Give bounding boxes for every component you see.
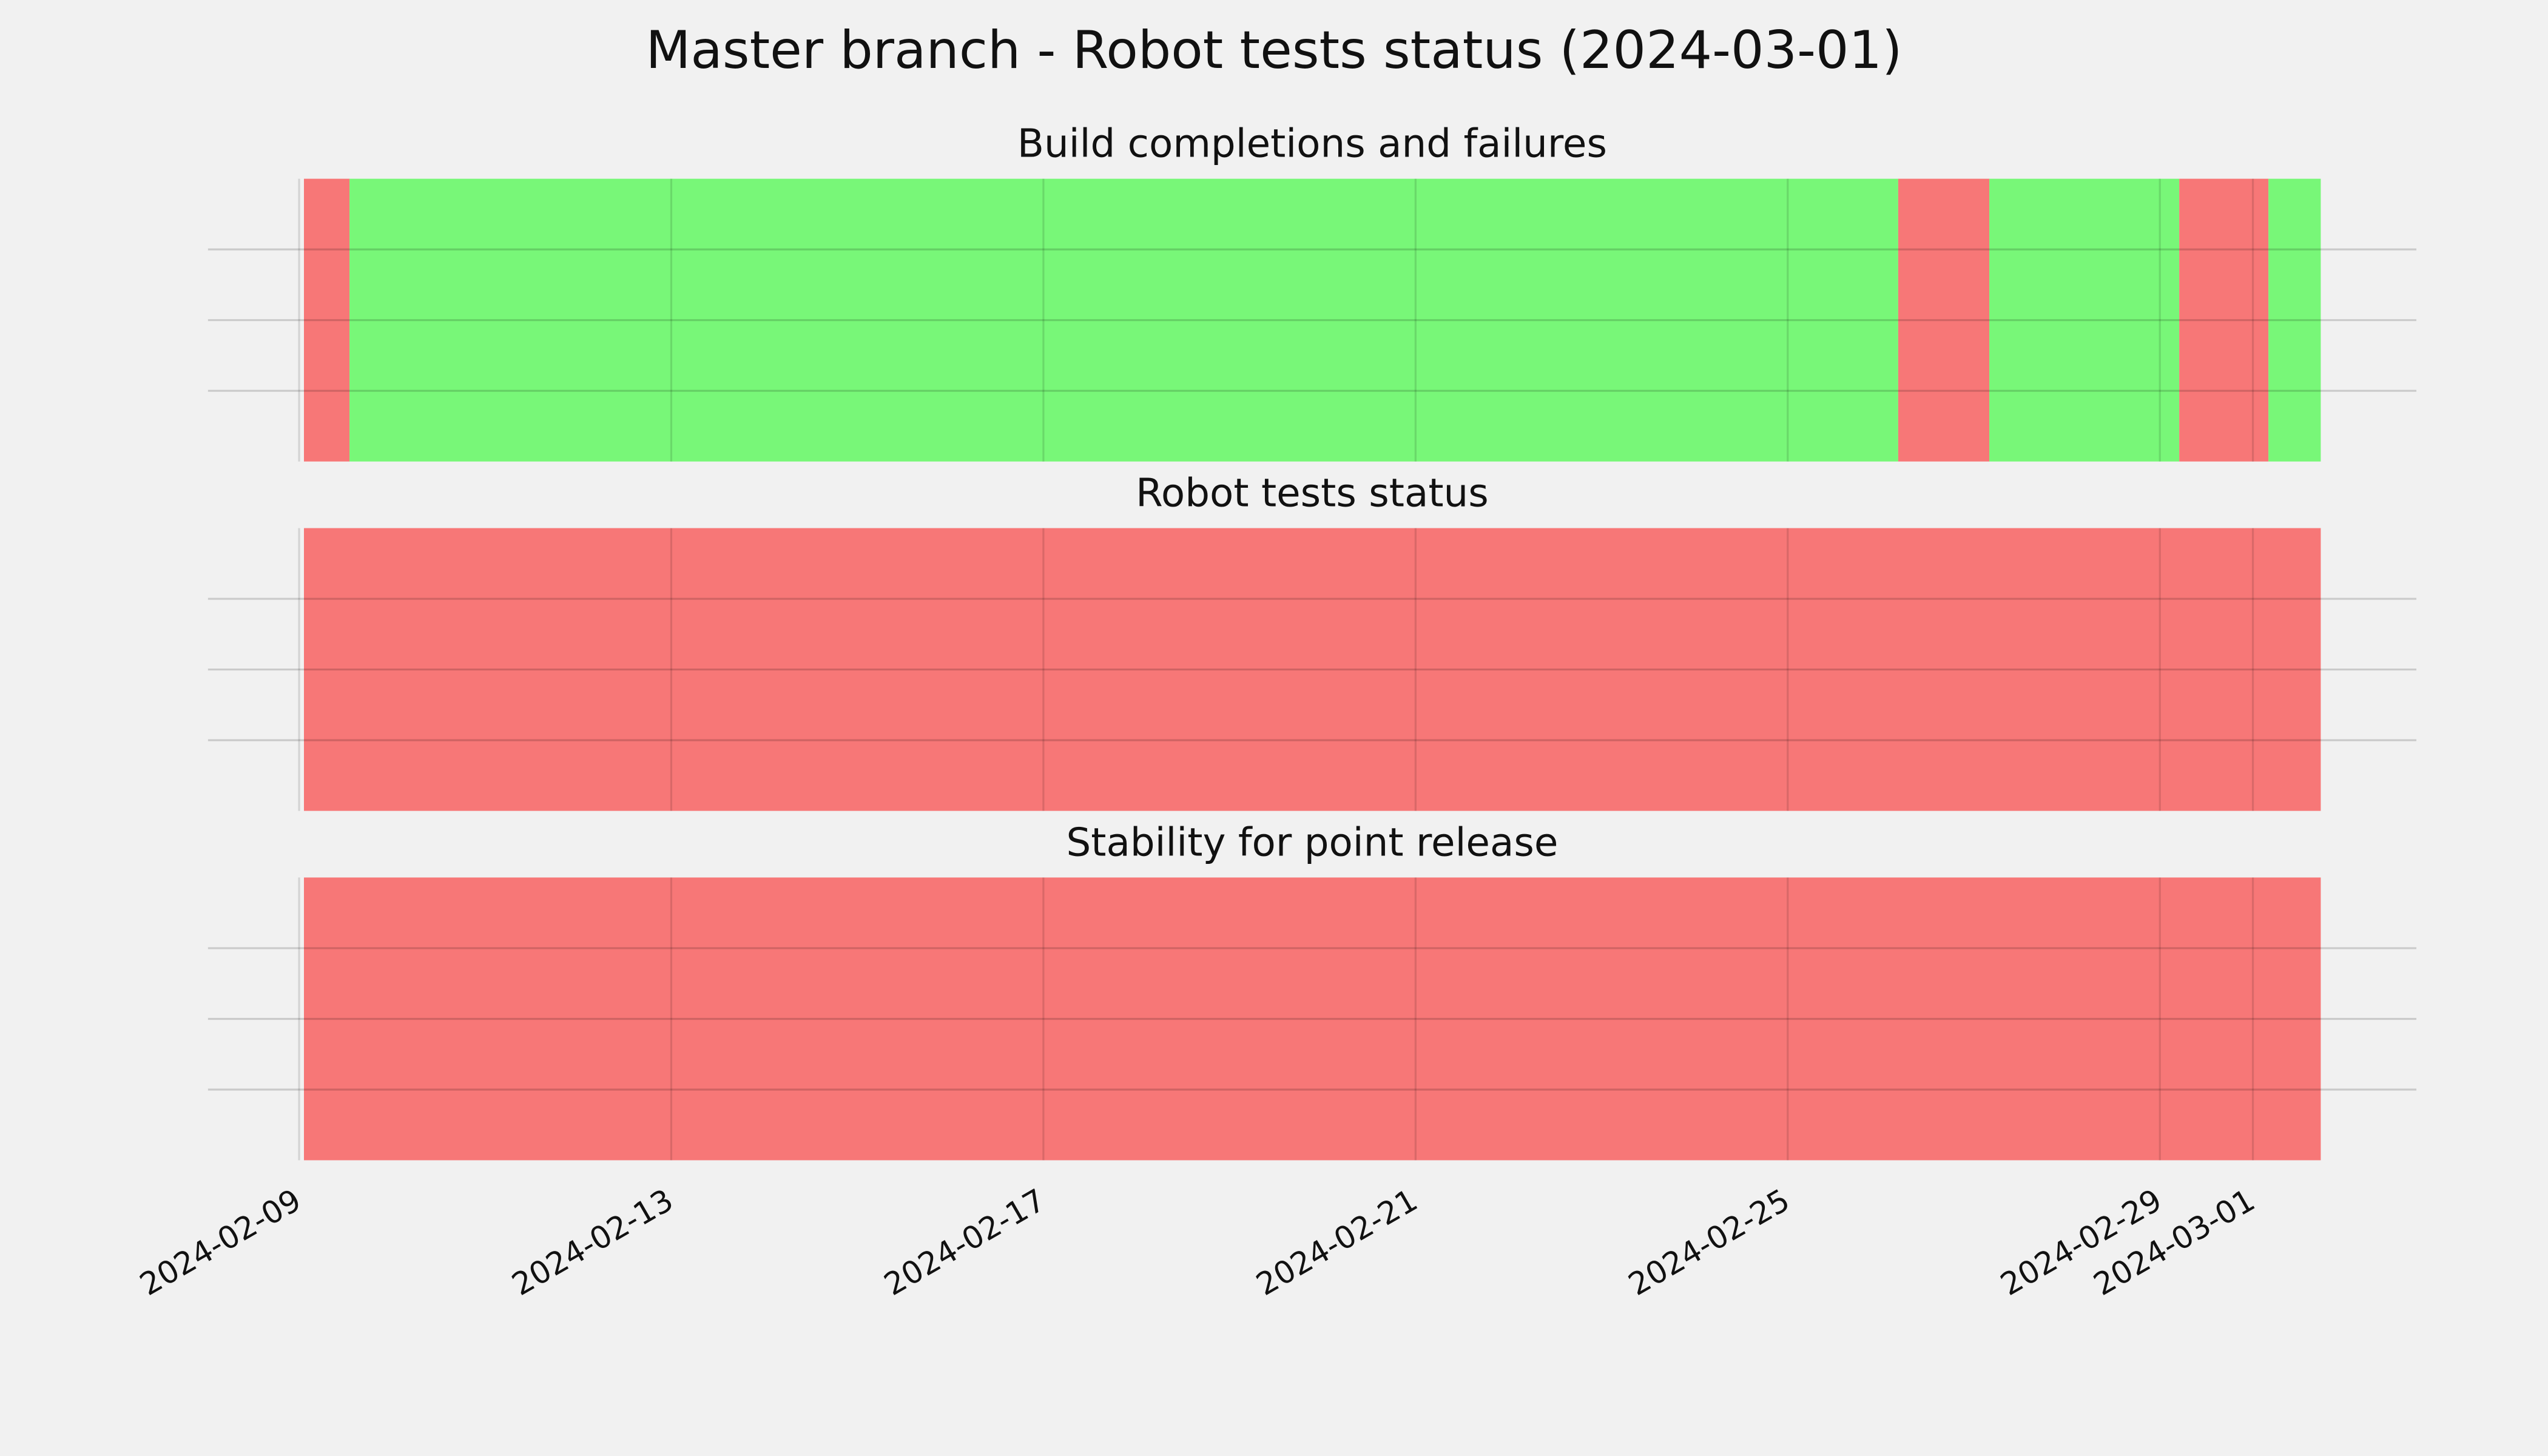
status-segment bbox=[2268, 178, 2321, 462]
panel-title: Stability for point release bbox=[1067, 820, 1559, 865]
status-segment bbox=[349, 178, 1898, 462]
panel-title: Robot tests status bbox=[1136, 471, 1489, 516]
figure-title: Master branch - Robot tests status (2024… bbox=[645, 20, 1902, 81]
status-segment bbox=[2179, 178, 2269, 462]
status-segment bbox=[1898, 178, 1990, 462]
status-segment bbox=[304, 178, 350, 462]
status-segment bbox=[304, 877, 2321, 1161]
status-segment bbox=[1989, 178, 2180, 462]
status-segment bbox=[304, 528, 2321, 811]
panel-title: Build completions and failures bbox=[1017, 121, 1607, 167]
